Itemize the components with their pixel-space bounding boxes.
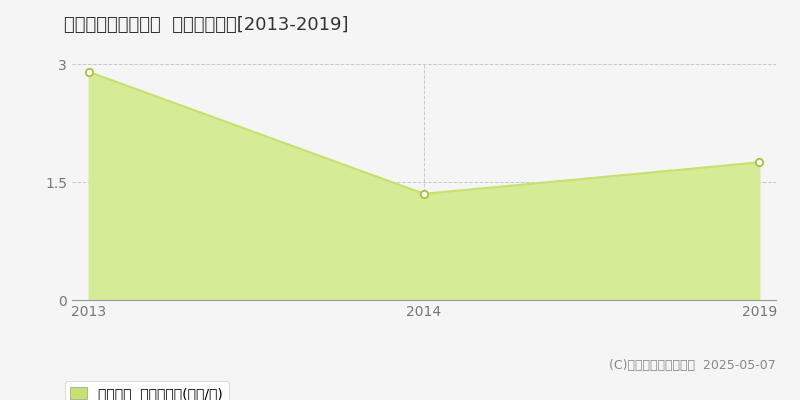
Point [82,69,95,75]
Text: 八重山郡竹富町小浜  土地価格推移[2013-2019]: 八重山郡竹富町小浜 土地価格推移[2013-2019] [64,16,349,34]
Legend: 土地価格  平均坪単価(万円/坪): 土地価格 平均坪単価(万円/坪) [65,381,229,400]
Point [418,191,430,197]
Point [753,159,766,166]
Text: (C)土地価格ドットコム  2025-05-07: (C)土地価格ドットコム 2025-05-07 [610,359,776,372]
